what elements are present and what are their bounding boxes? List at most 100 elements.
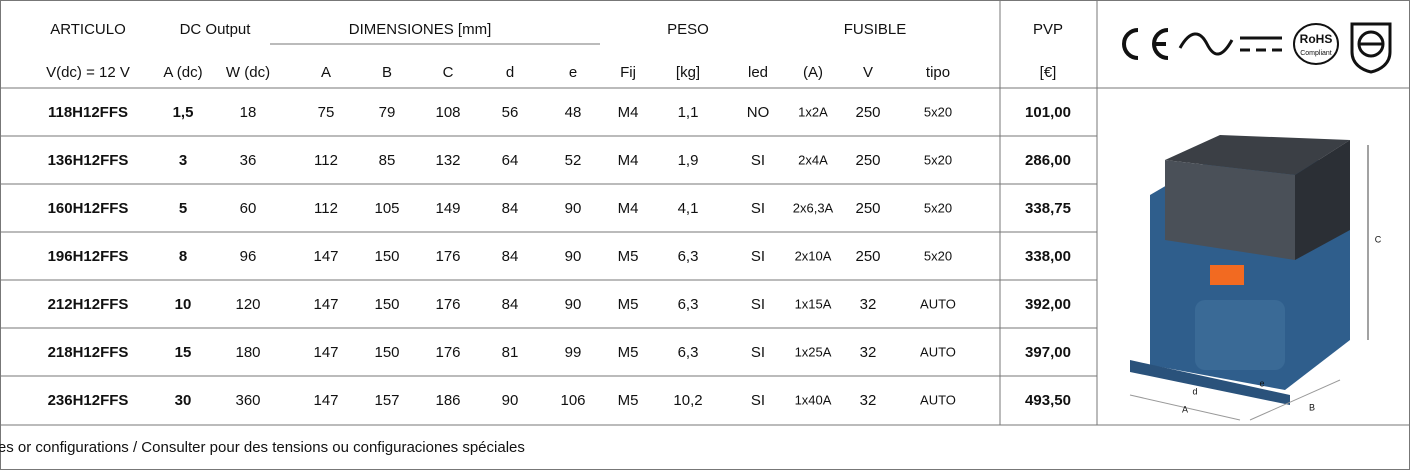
cell: 250 xyxy=(855,152,880,169)
cell: 90 xyxy=(565,200,582,217)
ce-mark xyxy=(1122,22,1392,74)
header-label: tipo xyxy=(926,64,950,81)
cell: 81 xyxy=(502,344,519,361)
cell: 32 xyxy=(860,296,877,313)
cell: 250 xyxy=(855,104,880,121)
rohs-sub: Compliant xyxy=(1300,50,1332,57)
header-label: ARTICULO xyxy=(50,21,126,38)
rohs: RoHS xyxy=(1300,32,1333,46)
cell: 1x15A xyxy=(795,296,832,311)
cell: 101,00 xyxy=(1025,104,1071,121)
cell: 32 xyxy=(860,392,877,409)
header-label: A (dc) xyxy=(163,64,202,81)
cell: 147 xyxy=(313,296,338,313)
cell: 2x6,3A xyxy=(793,200,834,215)
cell: M4 xyxy=(618,200,639,217)
cell: 60 xyxy=(240,200,257,217)
cell: SI xyxy=(751,248,765,265)
cell: 5 xyxy=(179,200,187,217)
cell: SI xyxy=(751,344,765,361)
cell: 75 xyxy=(318,104,335,121)
cell: 1x40A xyxy=(795,392,832,407)
cell: SI xyxy=(751,152,765,169)
cell: 136H12FFS xyxy=(48,152,129,169)
cell: NO xyxy=(747,104,770,121)
cell: 112 xyxy=(314,200,338,217)
header-label: B xyxy=(382,64,392,81)
cell: 79 xyxy=(379,104,396,121)
cell: AUTO xyxy=(920,344,956,359)
cell: 180 xyxy=(235,344,260,361)
header-label: W (dc) xyxy=(226,64,270,81)
cell: 147 xyxy=(313,248,338,265)
cell: 56 xyxy=(502,104,519,121)
cell: 32 xyxy=(860,344,877,361)
cell: 6,3 xyxy=(678,248,699,265)
cell: M5 xyxy=(618,344,639,361)
cell: M4 xyxy=(618,104,639,121)
cell: 150 xyxy=(374,344,399,361)
cell: 150 xyxy=(374,296,399,313)
photo-label: e xyxy=(1259,378,1264,388)
cell: 84 xyxy=(502,200,519,217)
cell: 85 xyxy=(379,152,396,169)
cell: 5x20 xyxy=(924,152,952,167)
photo-label: A xyxy=(1182,404,1188,414)
cell: 132 xyxy=(435,152,460,169)
photo-label: B xyxy=(1309,402,1315,412)
cell: 493,50 xyxy=(1025,392,1071,409)
cell: 8 xyxy=(179,248,187,265)
cell: 5x20 xyxy=(924,248,952,263)
header-label: e xyxy=(569,64,577,81)
cell: 48 xyxy=(565,104,582,121)
cell: 5x20 xyxy=(924,200,952,215)
cell: 64 xyxy=(502,152,519,169)
header-label: [€] xyxy=(1040,64,1057,81)
cell: 84 xyxy=(502,248,519,265)
header-label: FUSIBLE xyxy=(844,21,907,38)
cell: 96 xyxy=(240,248,257,265)
cell: M4 xyxy=(618,152,639,169)
cell: 120 xyxy=(235,296,260,313)
header-label: d xyxy=(506,64,514,81)
cell: 4,1 xyxy=(678,200,699,217)
cell: 392,00 xyxy=(1025,296,1071,313)
cell: 90 xyxy=(565,296,582,313)
photo-label: d xyxy=(1192,386,1197,396)
cell: 147 xyxy=(313,392,338,409)
cell: 1,1 xyxy=(678,104,699,121)
cell: 105 xyxy=(374,200,399,217)
cell: 250 xyxy=(855,248,880,265)
header-label: V(dc) = 12 V xyxy=(46,64,130,81)
cell: 15 xyxy=(175,344,192,361)
cell: 186 xyxy=(435,392,460,409)
cell: 250 xyxy=(855,200,880,217)
cell: 160H12FFS xyxy=(48,200,129,217)
header-label: led xyxy=(748,64,768,81)
cell: 1x25A xyxy=(795,344,832,359)
cell: 1,9 xyxy=(678,152,699,169)
product-photo xyxy=(1129,135,1369,421)
cell: 84 xyxy=(502,296,519,313)
cell: 3 xyxy=(179,152,187,169)
cell: 30 xyxy=(175,392,192,409)
cell: 36 xyxy=(240,152,257,169)
cell: 360 xyxy=(235,392,260,409)
note: Consultar tensiones o configuraciones es… xyxy=(0,439,525,456)
cell: 157 xyxy=(374,392,399,409)
cell: 236H12FFS xyxy=(48,392,129,409)
cell: 112 xyxy=(314,152,338,169)
cell: 6,3 xyxy=(678,344,699,361)
header-label: (A) xyxy=(803,64,823,81)
cell: 176 xyxy=(435,248,460,265)
cell: 338,00 xyxy=(1025,248,1071,265)
cell: 52 xyxy=(565,152,582,169)
cell: M5 xyxy=(618,248,639,265)
header-label: [kg] xyxy=(676,64,700,81)
cell: 118H12FFS xyxy=(48,104,128,121)
cell: 6,3 xyxy=(678,296,699,313)
cell: AUTO xyxy=(920,392,956,407)
cell: 150 xyxy=(374,248,399,265)
header-label: PESO xyxy=(667,21,709,38)
